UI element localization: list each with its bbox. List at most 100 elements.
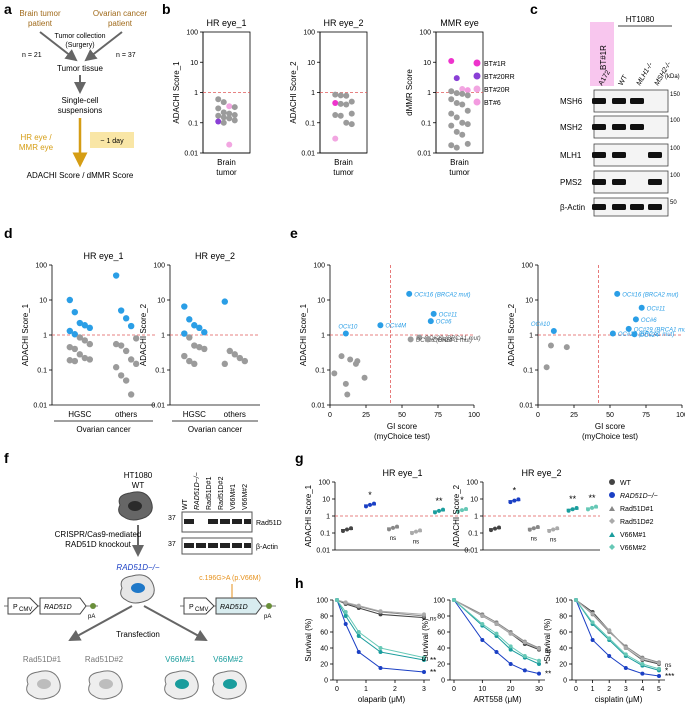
g-point	[437, 508, 441, 513]
f-ht1080: HT1080	[124, 471, 153, 480]
h-series-point	[590, 638, 595, 642]
b-point	[448, 88, 455, 95]
c-protein-label: MSH6	[560, 97, 583, 106]
rad51d-left-label: RAD51D	[44, 604, 72, 611]
panel-f-schematic: HT1080 WT CRISPR/Cas9-mediated RAD51D kn…	[4, 471, 282, 700]
one-day-box	[90, 132, 134, 148]
e-point-label: OC#29 (BRCA1 mut)	[634, 327, 685, 333]
g-annotation: ns	[413, 540, 419, 546]
g-annotation: ns	[550, 538, 556, 544]
h-series-point	[508, 662, 513, 666]
c-protein-label: PMS2	[560, 178, 582, 187]
b-chart-1-ytick-label: 0.01	[301, 151, 315, 158]
d-group-label: HGSC	[183, 410, 206, 419]
leg-ko: RAD51D−/−	[620, 493, 658, 500]
h-series-point	[522, 654, 527, 658]
e-chart-1-ytick-label: 100	[521, 263, 533, 270]
e-xtick-label: 25	[362, 412, 370, 419]
h-annotation: ns	[665, 663, 671, 669]
b-xlabel1: Brain	[334, 158, 353, 167]
b-point	[459, 119, 466, 126]
b-point	[231, 104, 238, 111]
e-xtick-label: 100	[468, 412, 480, 419]
h-series-line	[575, 599, 660, 664]
h-series-point	[657, 661, 661, 666]
c-band	[612, 179, 626, 185]
g-point	[364, 504, 368, 509]
c-band	[612, 98, 626, 104]
h-series-point	[537, 662, 541, 666]
panel-d-charts: 100 10 1 0.1 0.01 ADACHI Score_1 HR eye_1 HGSC o…	[21, 251, 260, 434]
b-chart-0-ytick-label: 100	[186, 30, 198, 37]
kda-label: (kDa)	[665, 74, 680, 80]
h-series-point	[537, 671, 541, 676]
d-chart-1-ytick-label: 0.01	[151, 403, 165, 410]
h-annotation: **	[545, 670, 551, 679]
f-wt: WT	[132, 481, 145, 490]
cell-ko-nucleus	[131, 583, 145, 593]
g-point	[566, 508, 571, 513]
h-ytick-label: 60	[320, 630, 328, 637]
h-series-line	[575, 599, 660, 671]
c-band	[592, 98, 606, 104]
d-point	[122, 347, 130, 355]
h-annotation: ns	[430, 617, 436, 623]
d-point	[191, 342, 198, 349]
g-point	[391, 525, 395, 530]
d-point	[231, 351, 238, 358]
g-point	[414, 529, 418, 534]
b-point	[215, 118, 222, 125]
g-point	[410, 531, 414, 536]
d-point	[66, 327, 74, 335]
h-series-point	[623, 646, 628, 650]
ht1080-label: HT1080	[626, 15, 655, 24]
e-point	[342, 330, 349, 337]
legend-bt1r-dot	[473, 59, 481, 67]
c-band	[592, 204, 606, 210]
e-point	[407, 336, 414, 343]
e-point-label: OC#28 (BRCA1 mut)	[416, 338, 472, 344]
panel-g-legend: WT RAD51D−/− Rad51D#1 Rad51D#2 V66M#1 V6…	[609, 479, 658, 552]
e-point-label: OC#29 (BRCA1 mut)	[424, 336, 480, 342]
d-point	[132, 360, 140, 368]
d-point	[196, 324, 203, 332]
h-series-point	[537, 658, 541, 663]
d-point	[86, 356, 94, 363]
h-annotation: **	[430, 656, 436, 665]
g-point	[594, 504, 598, 509]
b-chart-0-ytick-label: 0.1	[188, 120, 198, 127]
d-point	[71, 357, 79, 365]
d-footer: Ovarian cancer	[188, 425, 243, 434]
e-point	[416, 334, 423, 341]
panel-c-blot: BT#1R HT1080 A172 WT MLH1-/- MSH2-/- (kD…	[560, 15, 681, 217]
h-series-point	[494, 650, 499, 654]
h-series-point	[378, 646, 383, 650]
h-series-point	[356, 603, 361, 608]
h-annotation: ns	[545, 649, 551, 655]
e-point-label: OC#28 (BRCA1 mut)	[618, 332, 674, 338]
h-series-point	[378, 650, 383, 654]
clone-v66m2: V66M#2	[213, 655, 243, 664]
e-point	[563, 344, 570, 351]
h-xtick-label: 1	[591, 686, 595, 693]
e-xtick-label: 0	[536, 412, 540, 419]
d-group-label: others	[115, 410, 137, 419]
g-chart-1-ytick-label: 0.1	[468, 531, 478, 538]
e-chart-0-ytick-label: 0.01	[311, 403, 325, 410]
arrow-ovarian	[84, 31, 123, 62]
b-point	[464, 87, 471, 94]
e-point	[427, 318, 434, 325]
c-band	[612, 204, 626, 210]
d-chart-0-ytick-label: 1	[43, 333, 47, 340]
h-series-point	[640, 671, 645, 676]
single-cell-line1: Single-cell	[62, 96, 99, 105]
b-point	[453, 114, 460, 121]
g-annotation: ns	[531, 536, 537, 542]
b-chart-2-ytick-label: 0.1	[421, 120, 431, 127]
g-point	[464, 506, 468, 511]
panel-b-charts: 100 10 1 0.1 0.01 ADACHI Score_1 HR eye_1 Brain…	[172, 18, 484, 177]
b-point	[453, 90, 460, 97]
